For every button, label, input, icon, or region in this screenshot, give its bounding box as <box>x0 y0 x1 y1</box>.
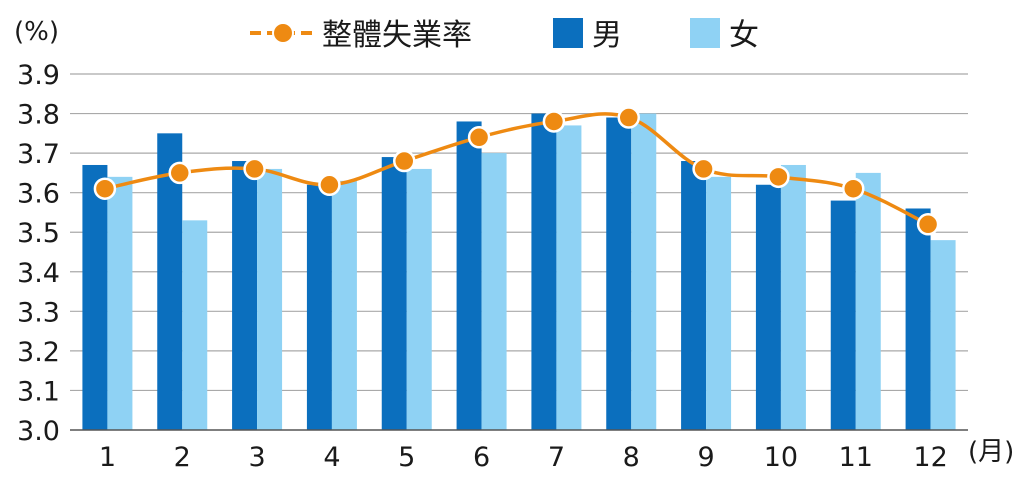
overall-rate-point <box>842 177 865 200</box>
female-bars <box>107 113 956 431</box>
overall-rate-point <box>168 161 191 185</box>
bar-female <box>706 176 732 430</box>
x-tick-label: 5 <box>398 442 415 473</box>
legend-swatch-female <box>690 18 720 48</box>
x-tick-label: 3 <box>248 442 265 473</box>
x-tick-label: 11 <box>839 442 873 473</box>
y-tick-label: 3.3 <box>17 297 60 328</box>
x-tick-label: 6 <box>473 442 490 473</box>
bar-female <box>556 125 582 430</box>
legend-swatch-male <box>553 18 583 48</box>
overall-rate-point <box>243 157 266 181</box>
y-tick-label: 3.9 <box>17 60 60 91</box>
bar-male <box>531 113 557 431</box>
overall-rate-point <box>542 110 566 133</box>
overall-rate-point <box>318 173 341 197</box>
y-tick-label: 3.7 <box>17 139 60 170</box>
overall-rate-line <box>93 106 940 236</box>
y-tick-label: 3.4 <box>17 258 60 289</box>
bar-female <box>855 172 881 430</box>
bar-male <box>232 161 258 430</box>
legend-label-overall: 整體失業率 <box>322 18 472 53</box>
gridlines <box>70 73 968 392</box>
bar-male <box>681 161 707 430</box>
male-bars <box>82 113 931 431</box>
bar-male <box>381 157 407 431</box>
bar-male <box>306 184 332 430</box>
x-tick-label: 9 <box>697 442 714 473</box>
bar-female <box>481 153 507 430</box>
bar-male <box>456 121 482 430</box>
bar-female <box>406 168 432 430</box>
bar-male <box>606 117 632 430</box>
x-tick-label: 1 <box>99 442 116 473</box>
y-axis-unit: (%) <box>14 17 59 47</box>
x-tick-label: 2 <box>174 442 191 473</box>
bar-male <box>830 200 856 430</box>
x-tick-label: 8 <box>623 442 640 473</box>
legend-label-male: 男 <box>592 18 622 53</box>
y-tick-label: 3.5 <box>17 218 60 249</box>
overall-rate-point <box>692 157 715 181</box>
x-tick-labels: 1 2 3 4 5 6 7 8 9 10 11 12 <box>99 442 948 473</box>
bar-female <box>631 113 657 431</box>
legend-label-female: 女 <box>729 18 759 53</box>
legend-item-male: 男 <box>553 18 622 53</box>
overall-rate-point <box>93 177 117 200</box>
bar-female <box>780 164 806 430</box>
bar-male <box>905 208 931 430</box>
legend: 整體失業率 男 女 <box>250 18 759 53</box>
bar-female <box>182 220 208 430</box>
legend-item-female: 女 <box>690 18 759 53</box>
overall-rate-point <box>617 106 640 129</box>
x-axis-unit: (月) <box>968 437 1014 467</box>
overall-rate-point <box>393 149 416 173</box>
bar-female <box>257 168 283 430</box>
x-tick-label: 12 <box>913 442 947 473</box>
x-tick-label: 7 <box>548 442 565 473</box>
bar-female <box>107 176 133 430</box>
overall-rate-point <box>467 126 491 149</box>
y-tick-label: 3.8 <box>17 100 60 131</box>
legend-item-overall: 整體失業率 <box>250 18 472 53</box>
overall-rate-point <box>767 165 790 189</box>
y-tick-label: 3.0 <box>17 416 60 447</box>
x-tick-label: 10 <box>764 442 798 473</box>
bar-male <box>755 184 781 430</box>
y-tick-label: 3.6 <box>17 179 60 210</box>
bar-male <box>82 164 108 430</box>
y-tick-label: 3.1 <box>17 376 60 407</box>
bar-female <box>331 180 357 430</box>
y-tick-labels: 3.0 3.1 3.2 3.3 3.4 3.5 3.6 3.7 3.8 3.9 <box>17 60 60 447</box>
x-tick-label: 4 <box>323 442 340 473</box>
bar-female <box>930 240 956 430</box>
y-tick-label: 3.2 <box>17 337 60 368</box>
overall-rate-point <box>916 213 940 236</box>
legend-marker-swatch <box>272 22 294 44</box>
